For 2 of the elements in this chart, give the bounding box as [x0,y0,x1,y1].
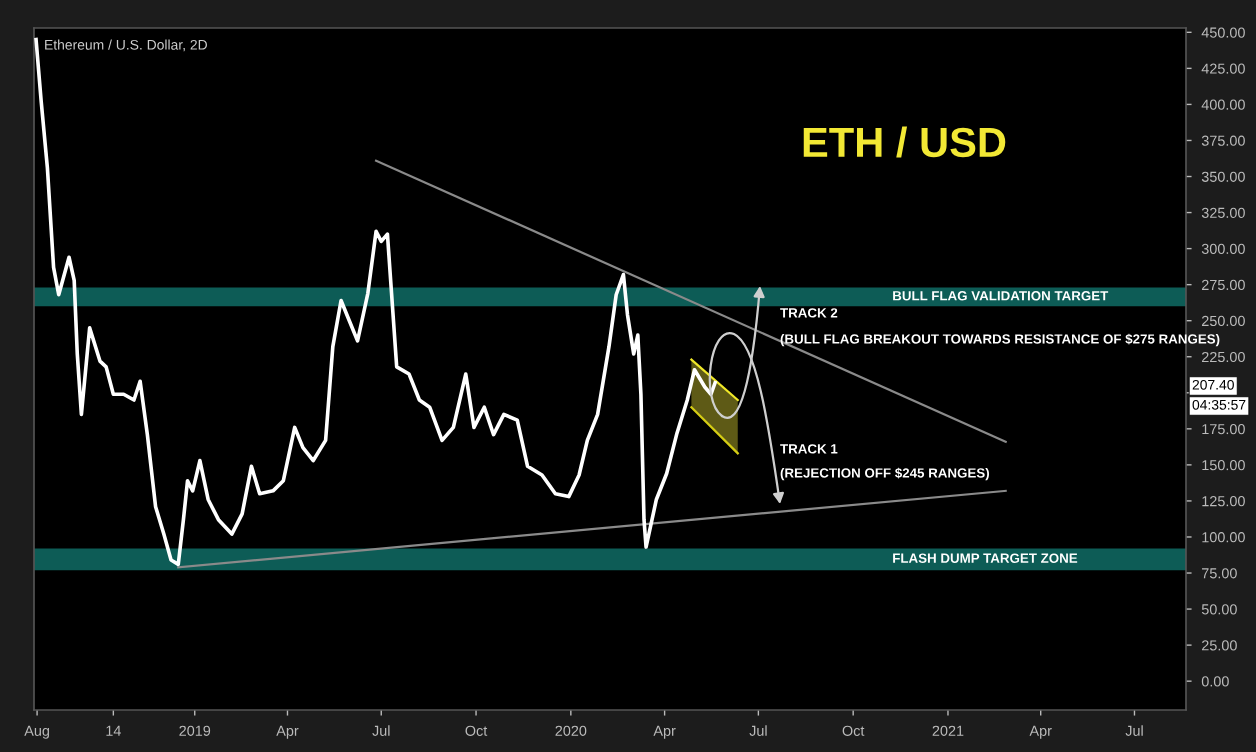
text: ETH / USD [803,126,1006,158]
line-series [34,37,717,567]
